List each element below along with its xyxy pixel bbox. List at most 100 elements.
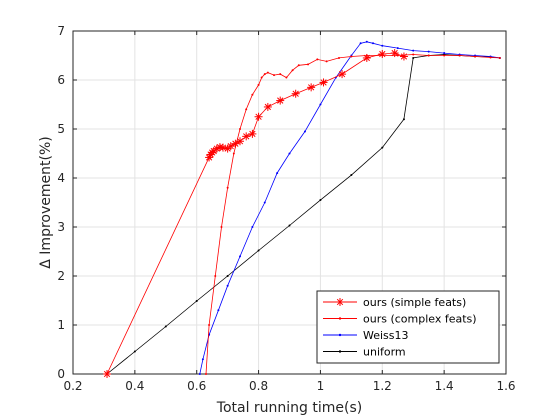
data-point	[251, 226, 254, 228]
data-point	[288, 152, 291, 155]
data-point	[201, 358, 204, 361]
y-tick-label: 6	[57, 73, 65, 87]
y-tick-label: 2	[57, 269, 65, 283]
data-point	[276, 96, 285, 105]
data-point	[251, 93, 254, 96]
data-point	[359, 42, 362, 45]
data-point	[242, 132, 251, 141]
data-point	[325, 60, 328, 63]
data-point	[350, 55, 353, 58]
x-tick-label: 0.4	[125, 379, 144, 393]
data-point	[260, 76, 263, 79]
data-point	[443, 54, 446, 57]
data-point	[273, 74, 276, 77]
legend-entry: ours (simple feats)	[323, 296, 466, 309]
data-point	[226, 275, 229, 277]
y-tick-label: 5	[57, 122, 65, 136]
data-point	[365, 40, 368, 43]
y-tick-label: 3	[57, 220, 65, 234]
data-point	[381, 146, 384, 149]
legend-label: ours (simple feats)	[363, 296, 466, 309]
data-point	[337, 56, 340, 59]
x-axis-label: Total running time(s)	[216, 400, 362, 416]
data-point	[362, 53, 371, 62]
data-point	[208, 324, 211, 326]
plot-frame	[72, 30, 507, 375]
data-point	[257, 249, 260, 252]
data-point	[248, 129, 257, 138]
data-point	[236, 137, 245, 146]
legend-label: uniform	[363, 346, 406, 359]
data-point	[412, 56, 415, 59]
data-point	[263, 201, 266, 204]
y-tick-label: 0	[57, 367, 65, 381]
data-point	[232, 152, 235, 155]
data-point	[474, 55, 477, 58]
x-tick-label: 1.6	[496, 379, 515, 393]
data-point	[350, 174, 353, 177]
data-point	[307, 63, 310, 66]
legend-marker	[338, 333, 342, 337]
data-point	[220, 226, 223, 228]
data-point	[498, 56, 501, 59]
data-point	[103, 370, 112, 378]
data-point	[319, 199, 322, 202]
data-point	[427, 50, 430, 53]
data-point	[303, 130, 306, 133]
data-point	[291, 69, 294, 72]
legend-entry: uniform	[323, 346, 406, 359]
data-point	[381, 44, 384, 47]
y-tick-label: 7	[57, 24, 65, 38]
legend-label: ours (complex feats)	[363, 313, 477, 326]
data-point	[307, 83, 316, 92]
data-point	[319, 78, 328, 87]
legend: ours (simple feats) ours (complex feats) W…	[316, 290, 500, 364]
data-point	[412, 53, 415, 56]
data-point	[458, 54, 461, 57]
data-point	[279, 73, 282, 76]
x-tick-label: 1	[317, 379, 325, 393]
series-0	[103, 49, 408, 378]
y-tick-label: 4	[57, 171, 65, 185]
data-point	[219, 143, 228, 152]
data-point	[291, 89, 300, 98]
data-point	[338, 70, 347, 79]
data-point	[239, 255, 242, 258]
data-point	[427, 54, 430, 57]
data-point	[402, 118, 405, 121]
data-point	[319, 103, 322, 106]
data-point	[372, 42, 375, 45]
data-point	[412, 49, 415, 52]
legend-marker	[338, 317, 342, 320]
data-point	[399, 52, 408, 61]
data-point	[316, 58, 319, 61]
series-group	[103, 40, 501, 378]
data-point	[164, 325, 167, 328]
data-point	[266, 71, 269, 74]
x-tick-label: 0.8	[249, 379, 268, 393]
data-point	[257, 83, 260, 86]
data-point	[133, 350, 136, 353]
y-tick-label: 1	[57, 318, 65, 332]
data-point	[443, 52, 446, 55]
legend-items: ours (simple feats) ours (complex feats) W…	[323, 296, 477, 359]
x-tick-label: 1.2	[373, 379, 392, 393]
data-point	[195, 299, 198, 302]
data-point	[245, 108, 248, 111]
data-point	[378, 50, 387, 59]
data-point	[217, 309, 220, 312]
data-point	[204, 373, 207, 375]
data-point	[396, 47, 399, 50]
x-tick-label: 0.6	[187, 379, 206, 393]
data-point	[288, 224, 291, 227]
data-point	[263, 73, 266, 76]
data-point	[297, 64, 300, 67]
data-point	[239, 128, 242, 130]
data-point	[226, 186, 229, 189]
data-point	[276, 172, 279, 175]
data-point	[198, 373, 201, 375]
legend-marker	[338, 350, 342, 353]
x-tick-label: 1.4	[435, 379, 454, 393]
x-tick-label: 0.2	[63, 379, 82, 393]
